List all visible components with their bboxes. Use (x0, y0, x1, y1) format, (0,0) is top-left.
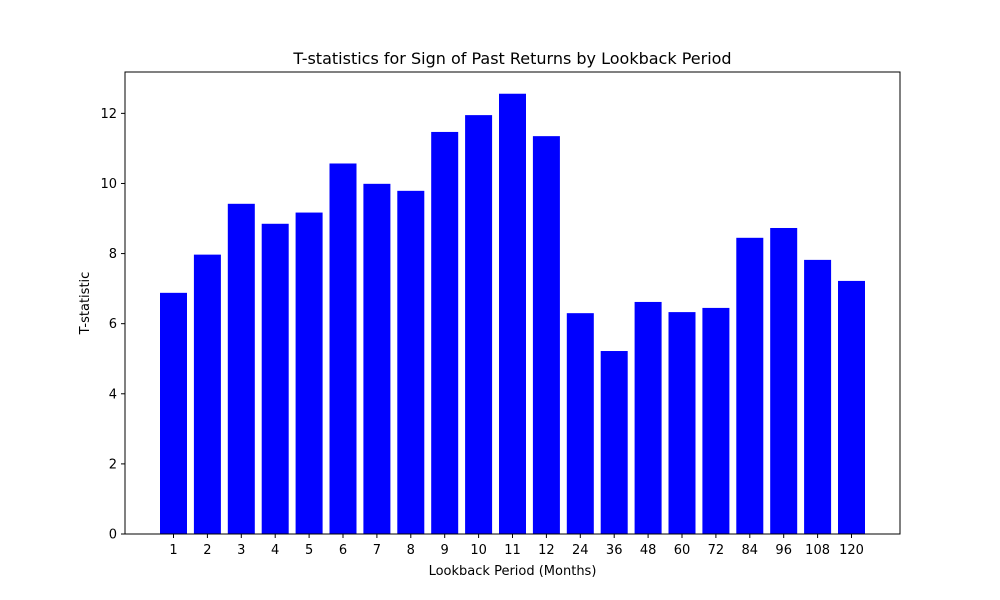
x-tick-label: 7 (373, 543, 381, 558)
bar-10 (465, 115, 493, 535)
bar-96 (770, 227, 798, 535)
bar-120 (838, 280, 865, 534)
x-tick-label: 10 (470, 543, 487, 558)
x-tick-label: 120 (839, 543, 864, 558)
x-tick-label: 24 (572, 543, 589, 558)
x-tick-label: 72 (708, 543, 725, 558)
x-tick-label: 96 (775, 543, 792, 558)
x-tick-label: 1 (169, 543, 177, 558)
y-tick-label: 8 (109, 247, 117, 262)
x-tick-label: 6 (339, 543, 347, 558)
bar-2 (193, 254, 221, 534)
bar-9 (431, 131, 459, 534)
bar-36 (600, 351, 628, 534)
y-axis-label: T-statistic (78, 272, 93, 336)
x-axis: 1 2 3 4 5 6 7 8 9 10 11 12 24 36 48 60 72 84 96 108 120 (169, 534, 864, 558)
x-tick-label: 4 (271, 543, 279, 558)
y-tick-label: 12 (100, 107, 117, 122)
x-tick-label: 36 (606, 543, 623, 558)
bar-84 (736, 237, 764, 535)
x-tick-label: 12 (538, 543, 555, 558)
bar-5 (295, 212, 323, 534)
x-tick-label: 3 (237, 543, 245, 558)
bar-7 (363, 183, 391, 534)
y-tick-label: 4 (109, 387, 117, 402)
bar-8 (397, 190, 425, 534)
bar-60 (668, 312, 696, 534)
bars-group (160, 93, 865, 535)
y-axis: 0 2 4 6 8 10 12 (100, 107, 125, 543)
bar-4 (261, 223, 289, 534)
y-tick-label: 2 (109, 457, 117, 472)
bar-3 (227, 203, 255, 535)
chart-title: T-statistics for Sign of Past Returns by… (292, 49, 731, 68)
bar-72 (702, 307, 730, 534)
x-tick-label: 60 (674, 543, 691, 558)
x-tick-label: 2 (203, 543, 211, 558)
bar-24 (566, 313, 594, 534)
y-tick-label: 6 (109, 317, 117, 332)
x-tick-label: 5 (305, 543, 313, 558)
bar-108 (804, 259, 832, 534)
y-tick-label: 0 (109, 528, 117, 543)
bar-11 (499, 93, 526, 534)
x-tick-label: 9 (441, 543, 449, 558)
bar-1 (160, 292, 187, 534)
x-tick-label: 108 (805, 543, 830, 558)
bar-12 (532, 136, 560, 534)
x-tick-label: 84 (742, 543, 759, 558)
bar-48 (634, 301, 662, 534)
x-tick-label: 8 (407, 543, 415, 558)
x-tick-label: 11 (504, 543, 521, 558)
x-tick-label: 48 (640, 543, 657, 558)
bar-6 (329, 163, 357, 535)
y-tick-label: 10 (100, 177, 117, 192)
x-axis-label: Lookback Period (Months) (429, 564, 597, 579)
